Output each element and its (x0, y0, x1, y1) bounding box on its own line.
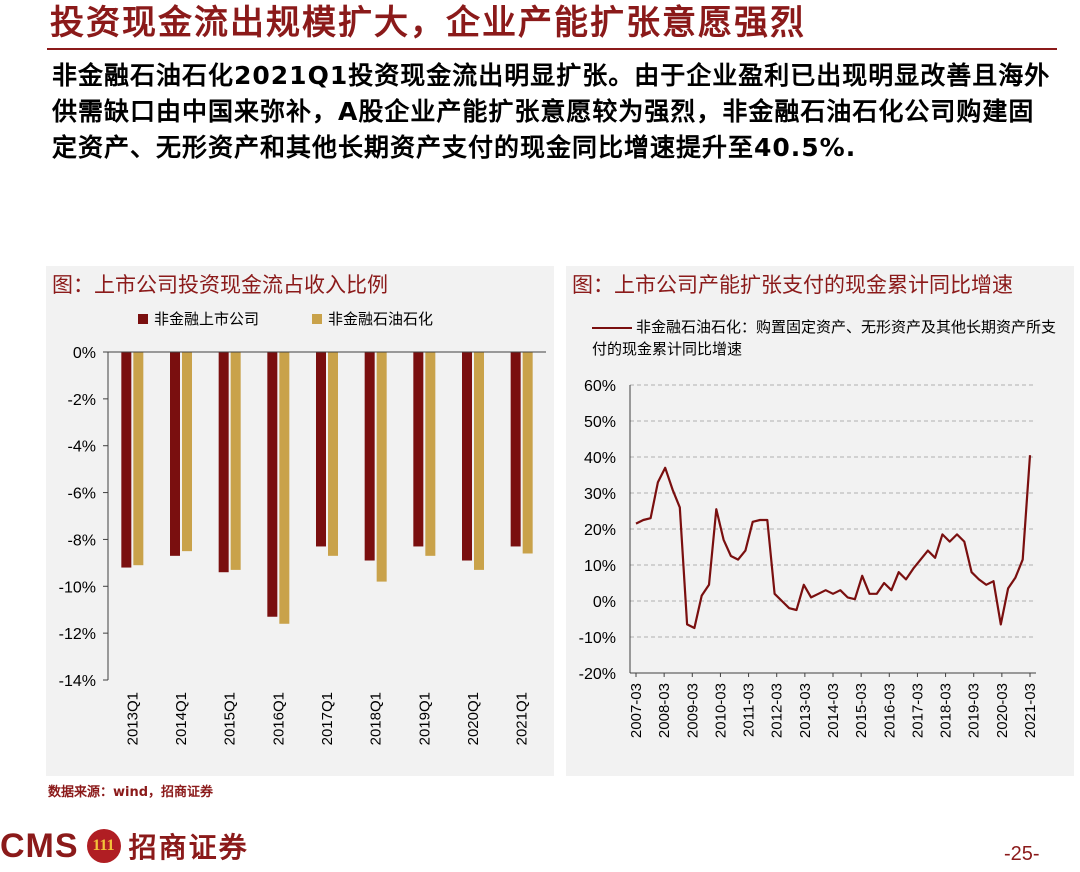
y-tick-label: -6% (68, 486, 96, 503)
bar-petrochemical (425, 352, 436, 556)
x-tick-label: 2019Q1 (416, 692, 433, 745)
bar-listed-nonfinancial (413, 352, 424, 547)
x-tick-label: 2016-03 (881, 683, 898, 738)
line-chart-title: 图：上市公司产能扩张支付的现金累计同比增速 (572, 273, 1013, 297)
line-legend: 非金融石油石化：购置固定资产、无形资产及其他长期资产所支付的现金累计同比增速 (592, 316, 1062, 360)
bar-petrochemical (522, 352, 533, 554)
y-tick-label: 40% (584, 450, 616, 467)
legend-line-stroke (592, 326, 632, 329)
x-tick-label: 2016Q1 (270, 692, 287, 745)
bar-listed-nonfinancial (121, 352, 132, 568)
x-tick-label: 2007-03 (628, 683, 645, 738)
y-tick-label: 50% (584, 414, 616, 431)
y-tick-label: -2% (68, 392, 96, 409)
y-tick-label: 0% (73, 345, 96, 362)
x-tick-label: 2021-03 (1022, 683, 1039, 738)
x-tick-label: 2015Q1 (222, 692, 239, 745)
y-tick-label: -10% (59, 579, 96, 596)
x-tick-label: 2020Q1 (465, 692, 482, 745)
logo-chinese-text: 招商证券 (128, 831, 249, 864)
bar-petrochemical (279, 352, 290, 624)
brand-logo: CMS 111 招商证券 (0, 826, 249, 866)
legend-item-series2: 非金融石油石化 (312, 308, 433, 329)
y-tick-label: -8% (68, 532, 96, 549)
bar-petrochemical (230, 352, 241, 570)
title-divider (47, 48, 1057, 50)
x-tick-label: 2013-03 (797, 683, 814, 738)
y-tick-label: -10% (579, 630, 616, 647)
bar-petrochemical (328, 352, 338, 556)
y-tick-label: 10% (584, 558, 616, 575)
bar-listed-nonfinancial (462, 352, 472, 561)
x-tick-label: 2015-03 (853, 683, 870, 738)
x-tick-label: 2014Q1 (173, 692, 190, 745)
line-chart-panel: 图：上市公司产能扩张支付的现金累计同比增速 非金融石油石化：购置固定资产、无形资… (566, 266, 1074, 776)
x-tick-label: 2018Q1 (368, 692, 385, 745)
y-tick-label: -12% (59, 626, 96, 643)
x-tick-label: 2011-03 (741, 683, 758, 737)
line-chart: 60% 50% 40% 30% 20% 10% 0% -10% -20% 2007-03 2008-… (579, 378, 1039, 738)
x-tick-label: 2010-03 (712, 683, 729, 738)
y-tick-label: -14% (59, 673, 96, 690)
bar-listed-nonfinancial (316, 352, 326, 547)
bar-chart-title: 图：上市公司投资现金流占收入比例 (52, 273, 388, 297)
x-tick-label: 2014-03 (825, 683, 842, 738)
x-tick-label: 2017-03 (909, 683, 926, 738)
y-tick-label: 0% (593, 594, 616, 611)
legend-swatch-gold (312, 313, 322, 324)
bar-chart: 0% -2% -4% -6% -8% -10% -12% -14% 2013Q1 2014Q1 20… (59, 345, 546, 745)
legend-label: 非金融石油石化：购置固定资产、无形资产及其他长期资产所支付的现金累计同比增速 (592, 318, 1057, 358)
bar-listed-nonfinancial (267, 352, 278, 617)
x-tick-label: 2017Q1 (319, 692, 336, 745)
y-tick-label: 60% (584, 378, 616, 395)
bar-listed-nonfinancial (510, 352, 521, 547)
bar-listed-nonfinancial (364, 352, 375, 561)
page-title: 投资现金流出规模扩大，企业产能扩张意愿强烈 (50, 3, 806, 43)
y-tick-label: 20% (584, 522, 616, 539)
y-tick-label: -20% (579, 666, 616, 683)
bar-chart-panel: 图：上市公司投资现金流占收入比例 非金融上市公司 非金融石油石化 0% -2% -4… (46, 266, 554, 776)
x-tick-label: 2008-03 (656, 683, 673, 738)
x-tick-label: 2009-03 (684, 683, 701, 738)
bar-petrochemical (474, 352, 484, 570)
source-note: 数据来源：wind，招商证券 (48, 785, 214, 800)
y-tick-label: 30% (584, 486, 616, 503)
page-number: -25- (1004, 843, 1040, 865)
x-tick-label: 2013Q1 (124, 692, 141, 745)
legend-item-series1: 非金融上市公司 (138, 308, 259, 329)
bar-petrochemical (133, 352, 144, 566)
x-tick-label: 2019-03 (966, 683, 983, 738)
legend-label: 非金融上市公司 (154, 310, 260, 328)
x-tick-label: 2020-03 (994, 683, 1011, 738)
x-tick-label: 2021Q1 (514, 692, 531, 745)
intro-paragraph: 非金融石油石化2021Q1投资现金流出明显扩张。由于企业盈利已出现明显改善且海外… (52, 61, 1051, 162)
x-tick-label: 2018-03 (938, 683, 955, 738)
logo-cms-text: CMS (0, 826, 79, 865)
series-line (635, 455, 1032, 630)
x-tick-label: 2012-03 (769, 683, 786, 738)
bar-petrochemical (376, 352, 387, 582)
bar-listed-nonfinancial (218, 352, 229, 573)
bar-listed-nonfinancial (170, 352, 180, 556)
legend-swatch-dark (138, 313, 148, 324)
legend-label: 非金融石油石化 (328, 310, 434, 328)
bar-petrochemical (182, 352, 192, 552)
logo-mark-icon: 111 (86, 829, 121, 863)
y-tick-label: -4% (68, 439, 96, 456)
